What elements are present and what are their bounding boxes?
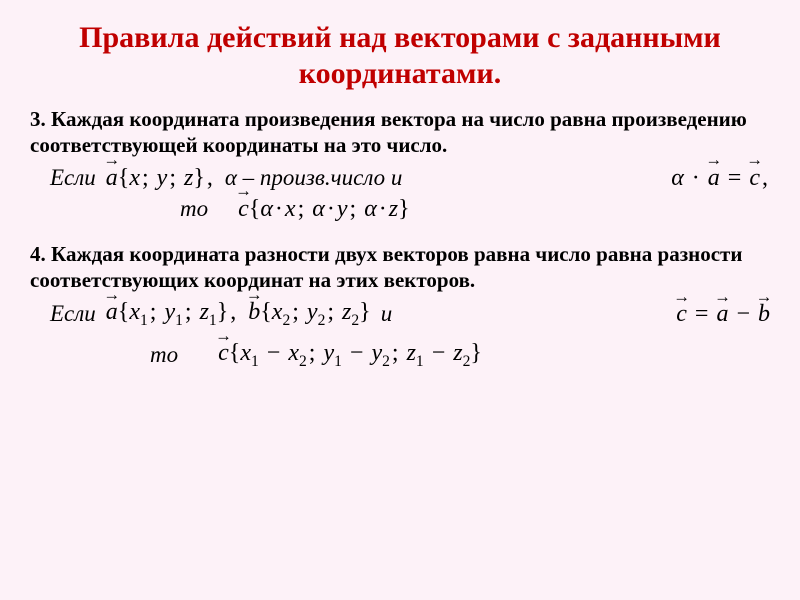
rule3-c-vec: c{α·x; α·y; α·z}: [238, 196, 410, 223]
rule4-c-vec: c{x1 − x2; y1 − y2; z1 − z2}: [218, 340, 482, 371]
rule3-eq-right: α · a = c,: [671, 165, 770, 192]
rule3-then: то: [180, 196, 208, 222]
rule3-if: Если: [50, 165, 96, 191]
rule4-b-vec: b{x2; y2; z2}: [248, 299, 370, 330]
rule3-text: 3. Каждая координата произведения вектор…: [30, 106, 770, 159]
rule3-line2: то c{α·x; α·y; α·z}: [180, 196, 770, 223]
slide-title: Правила действий над векторами с заданны…: [30, 20, 770, 92]
rule3-line1: Если a{x; y; z}, α – произв.число и α · …: [50, 165, 770, 192]
rule4-line2: то c{x1 − x2; y1 − y2; z1 − z2}: [150, 340, 770, 371]
rule4-eq-right: c = a − b: [676, 301, 770, 328]
rule4-then: то: [150, 342, 178, 368]
rule4-text: 4. Каждая координата разности двух векто…: [30, 241, 770, 294]
rule3-a-vec: a{x; y; z},: [106, 165, 215, 192]
rule4-and: и: [381, 301, 393, 327]
rule4-line1: Если a{x1; y1; z1}, b{x2; y2; z2} и c = …: [50, 299, 770, 330]
rule4-if: Если: [50, 301, 96, 327]
